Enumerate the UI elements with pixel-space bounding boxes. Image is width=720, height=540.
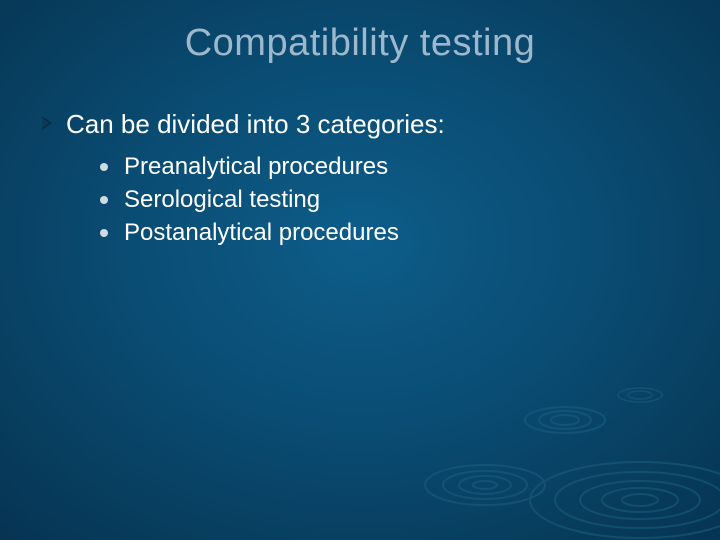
bullet-lvl2-text: Postanalytical procedures xyxy=(124,217,399,248)
bullet-lvl1: Can be divided into 3 categories: xyxy=(40,108,680,141)
bullet-lvl2: Serological testing xyxy=(100,184,680,215)
bullet-lvl2-text: Serological testing xyxy=(124,184,320,215)
sub-bullets: Preanalytical procedures Serological tes… xyxy=(100,151,680,249)
bullet-lvl2: Postanalytical procedures xyxy=(100,217,680,248)
bullet-lvl2-text: Preanalytical procedures xyxy=(124,151,388,182)
dot-icon xyxy=(100,196,110,204)
bullet-lvl2: Preanalytical procedures xyxy=(100,151,680,182)
chevron-icon xyxy=(40,115,58,131)
slide-body: Can be divided into 3 categories: Preana… xyxy=(40,108,680,250)
dot-icon xyxy=(100,229,110,237)
slide-title: Compatibility testing xyxy=(0,22,720,65)
ripple-decoration xyxy=(360,320,720,540)
bullet-lvl1-text: Can be divided into 3 categories: xyxy=(66,108,445,141)
slide: Compatibility testing Can be divided int… xyxy=(0,0,720,540)
dot-icon xyxy=(100,163,110,171)
